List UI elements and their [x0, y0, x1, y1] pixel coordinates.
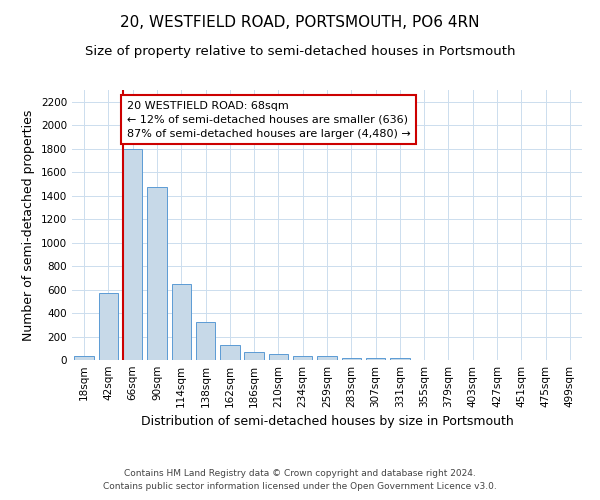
Bar: [317, 356, 337, 360]
Bar: [172, 284, 191, 360]
Bar: [366, 358, 385, 360]
Bar: [341, 358, 361, 360]
Y-axis label: Number of semi-detached properties: Number of semi-detached properties: [22, 110, 35, 340]
Bar: [293, 356, 313, 360]
Text: 20 WESTFIELD ROAD: 68sqm
← 12% of semi-detached houses are smaller (636)
87% of : 20 WESTFIELD ROAD: 68sqm ← 12% of semi-d…: [127, 100, 410, 138]
Bar: [123, 148, 142, 360]
Bar: [390, 358, 410, 360]
Text: Size of property relative to semi-detached houses in Portsmouth: Size of property relative to semi-detach…: [85, 45, 515, 58]
Bar: [269, 354, 288, 360]
Bar: [147, 188, 167, 360]
Text: Contains HM Land Registry data © Crown copyright and database right 2024.: Contains HM Land Registry data © Crown c…: [124, 468, 476, 477]
Bar: [244, 352, 264, 360]
X-axis label: Distribution of semi-detached houses by size in Portsmouth: Distribution of semi-detached houses by …: [140, 416, 514, 428]
Bar: [99, 293, 118, 360]
Text: Contains public sector information licensed under the Open Government Licence v3: Contains public sector information licen…: [103, 482, 497, 491]
Text: 20, WESTFIELD ROAD, PORTSMOUTH, PO6 4RN: 20, WESTFIELD ROAD, PORTSMOUTH, PO6 4RN: [120, 15, 480, 30]
Bar: [220, 344, 239, 360]
Bar: [74, 356, 94, 360]
Bar: [196, 322, 215, 360]
